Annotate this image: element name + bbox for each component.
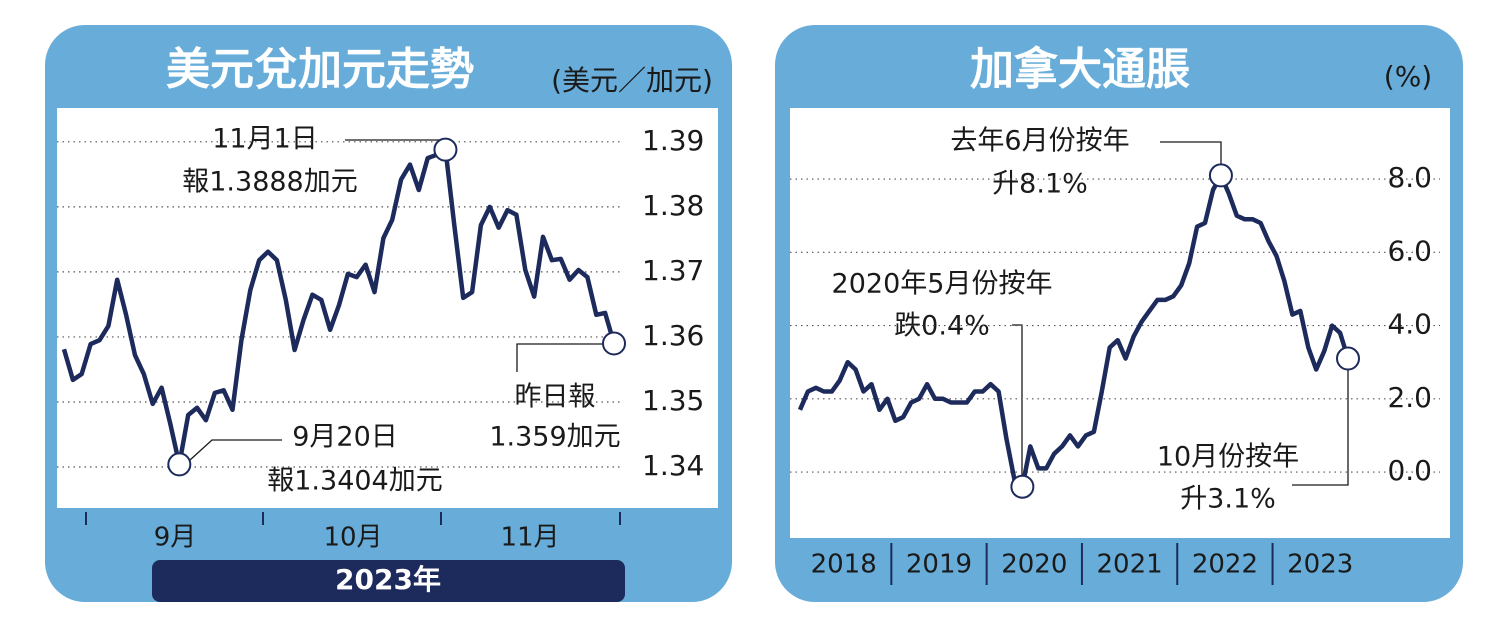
annotation: 報1.3404加元 — [267, 466, 442, 497]
chart-title: 美元兌加元走勢 — [166, 44, 474, 95]
period-bar — [152, 560, 625, 602]
y-tick-label: 0.0 — [1387, 454, 1432, 487]
x-tick-label: 2023 — [1287, 550, 1353, 580]
annotation: 升8.1% — [992, 169, 1088, 200]
x-tick-label: 2022 — [1192, 550, 1258, 580]
annotation: 9月20日 — [292, 422, 398, 453]
x-tick-label: 2021 — [1097, 550, 1163, 580]
annotation: 跌0.4% — [894, 311, 990, 342]
marker — [602, 331, 626, 356]
unit-label: (%) — [1384, 60, 1432, 93]
plot-area — [57, 108, 718, 508]
y-tick-label: 6.0 — [1387, 234, 1432, 267]
x-tick-label: 9月 — [154, 523, 197, 553]
marker — [1010, 474, 1035, 499]
x-tick-label: 10月 — [323, 523, 382, 553]
y-tick-label: 1.39 — [642, 124, 704, 157]
y-tick-label: 1.38 — [642, 189, 704, 222]
leader-line — [1160, 141, 1222, 164]
y-tick-label: 1.34 — [642, 449, 704, 482]
annotation: 升3.1% — [1180, 484, 1276, 515]
x-tick-label: 2020 — [1001, 550, 1067, 580]
x-tick-label: 2018 — [811, 550, 877, 580]
y-tick-label: 1.37 — [642, 254, 704, 287]
y-tick-label: 1.36 — [642, 319, 704, 352]
y-tick-label: 2.0 — [1387, 381, 1432, 414]
y-tick-label: 4.0 — [1387, 308, 1432, 341]
annotation: 報1.3888加元 — [182, 167, 357, 198]
leader-line — [516, 343, 603, 372]
annotation: 2020年5月份按年 — [832, 269, 1053, 300]
annotation: 11月1日 — [212, 124, 318, 155]
y-tick-label: 1.35 — [642, 384, 704, 417]
marker — [1208, 163, 1233, 188]
annotation: 1.359加元 — [489, 422, 620, 453]
period-label: 2023年 — [335, 563, 441, 596]
marker — [433, 137, 458, 162]
leader-line — [1292, 369, 1349, 486]
chart-title: 加拿大通脹 — [970, 44, 1190, 95]
annotation: 昨日報 — [515, 382, 596, 413]
line — [797, 173, 1351, 489]
plot-area — [790, 108, 1450, 538]
line — [61, 147, 617, 467]
annotation: 10月份按年 — [1157, 442, 1299, 473]
marker — [167, 452, 192, 477]
y-tick-label: 8.0 — [1387, 161, 1432, 194]
x-tick-label: 2019 — [906, 550, 972, 580]
unit-label: (美元／加元) — [551, 64, 713, 97]
marker — [1336, 346, 1360, 371]
leader-line — [189, 439, 282, 461]
annotation: 去年6月份按年 — [950, 126, 1129, 157]
x-tick-label: 11月 — [500, 523, 559, 553]
